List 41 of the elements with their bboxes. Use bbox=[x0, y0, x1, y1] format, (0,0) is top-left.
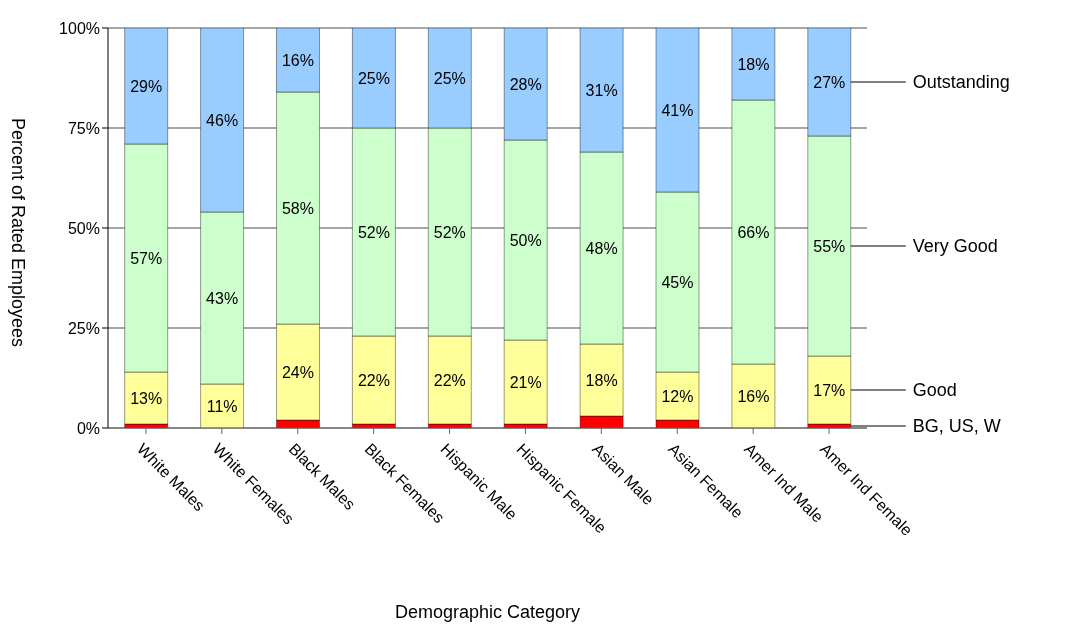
data-label: 18% bbox=[737, 55, 770, 73]
data-label: 21% bbox=[509, 373, 542, 391]
y-tick-label: 100% bbox=[59, 19, 100, 37]
data-label: 22% bbox=[433, 371, 466, 389]
y-axis-title: Percent of Rated Employees bbox=[7, 118, 28, 348]
data-label: 43% bbox=[206, 289, 239, 307]
data-label: 48% bbox=[585, 239, 618, 257]
data-label: 22% bbox=[357, 371, 390, 389]
data-label: 24% bbox=[281, 363, 315, 381]
data-label: 31% bbox=[585, 81, 618, 99]
data-label: 41% bbox=[661, 101, 694, 119]
data-label: 12% bbox=[661, 387, 694, 405]
data-label: 13% bbox=[130, 389, 163, 407]
data-label: 17% bbox=[813, 381, 846, 399]
y-tick-label: 75% bbox=[67, 119, 100, 137]
data-label: 66% bbox=[737, 223, 770, 241]
data-label: 28% bbox=[509, 75, 542, 93]
legend-label: Very Good bbox=[912, 236, 998, 256]
data-label: 50% bbox=[509, 231, 542, 249]
y-tick-label: 50% bbox=[67, 219, 100, 237]
data-label: 45% bbox=[661, 273, 694, 291]
data-label: 25% bbox=[433, 69, 466, 87]
y-tick-label: 25% bbox=[67, 319, 100, 337]
data-label: 52% bbox=[357, 223, 390, 241]
data-label: 18% bbox=[585, 371, 618, 389]
data-label: 57% bbox=[130, 249, 163, 267]
x-axis-title: Demographic Category bbox=[394, 602, 581, 622]
legend-label: Good bbox=[912, 380, 957, 400]
data-label: 55% bbox=[813, 237, 846, 255]
data-label: 25% bbox=[357, 69, 390, 87]
data-label: 29% bbox=[130, 77, 163, 95]
data-label: 16% bbox=[737, 387, 770, 405]
y-tick-label: 0% bbox=[76, 419, 100, 437]
legend-label: Outstanding bbox=[912, 72, 1010, 92]
data-label: 52% bbox=[433, 223, 466, 241]
data-label: 46% bbox=[206, 111, 239, 129]
data-label: 58% bbox=[281, 199, 315, 217]
data-label: 16% bbox=[281, 51, 315, 69]
data-label: 11% bbox=[206, 397, 238, 415]
data-label: 27% bbox=[813, 73, 846, 91]
legend-label: BG, US, W bbox=[912, 416, 1001, 436]
